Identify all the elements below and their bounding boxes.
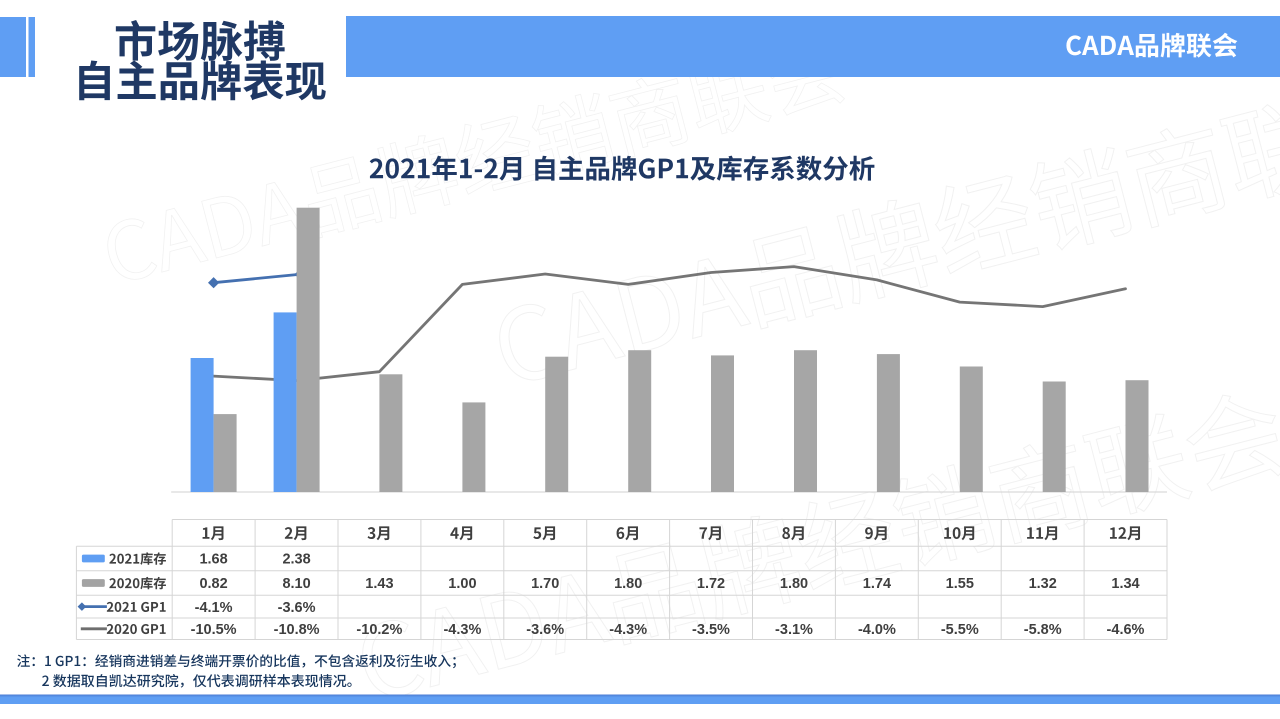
svg-text:1.80: 1.80 [614, 576, 642, 592]
svg-text:1.70: 1.70 [531, 576, 559, 592]
svg-text:-3.5%: -3.5% [692, 622, 730, 638]
svg-text:-10.5%: -10.5% [191, 622, 237, 638]
svg-text:0.82: 0.82 [199, 576, 227, 592]
svg-text:1.43: 1.43 [365, 576, 393, 592]
svg-text:1.32: 1.32 [1029, 576, 1057, 592]
svg-text:-10.2%: -10.2% [356, 622, 402, 638]
svg-text:1.72: 1.72 [697, 576, 725, 592]
svg-text:1.00: 1.00 [448, 576, 476, 592]
svg-text:1.74: 1.74 [863, 576, 891, 592]
svg-text:1.68: 1.68 [199, 552, 227, 568]
svg-text:1.80: 1.80 [780, 576, 808, 592]
svg-text:2.38: 2.38 [282, 552, 310, 568]
svg-text:-3.6%: -3.6% [526, 622, 564, 638]
svg-text:-4.0%: -4.0% [858, 622, 896, 638]
svg-text:1.55: 1.55 [946, 576, 974, 592]
svg-text:-3.1%: -3.1% [775, 622, 813, 638]
svg-text:-4.6%: -4.6% [1107, 622, 1145, 638]
svg-text:-5.5%: -5.5% [941, 622, 979, 638]
svg-text:-10.8%: -10.8% [274, 622, 320, 638]
svg-text:-4.3%: -4.3% [443, 622, 481, 638]
svg-text:-3.6%: -3.6% [278, 600, 316, 616]
svg-text:-5.8%: -5.8% [1024, 622, 1062, 638]
svg-text:-4.3%: -4.3% [609, 622, 647, 638]
svg-text:-4.1%: -4.1% [195, 600, 233, 616]
svg-text:8.10: 8.10 [282, 576, 310, 592]
svg-text:1.34: 1.34 [1111, 576, 1139, 592]
